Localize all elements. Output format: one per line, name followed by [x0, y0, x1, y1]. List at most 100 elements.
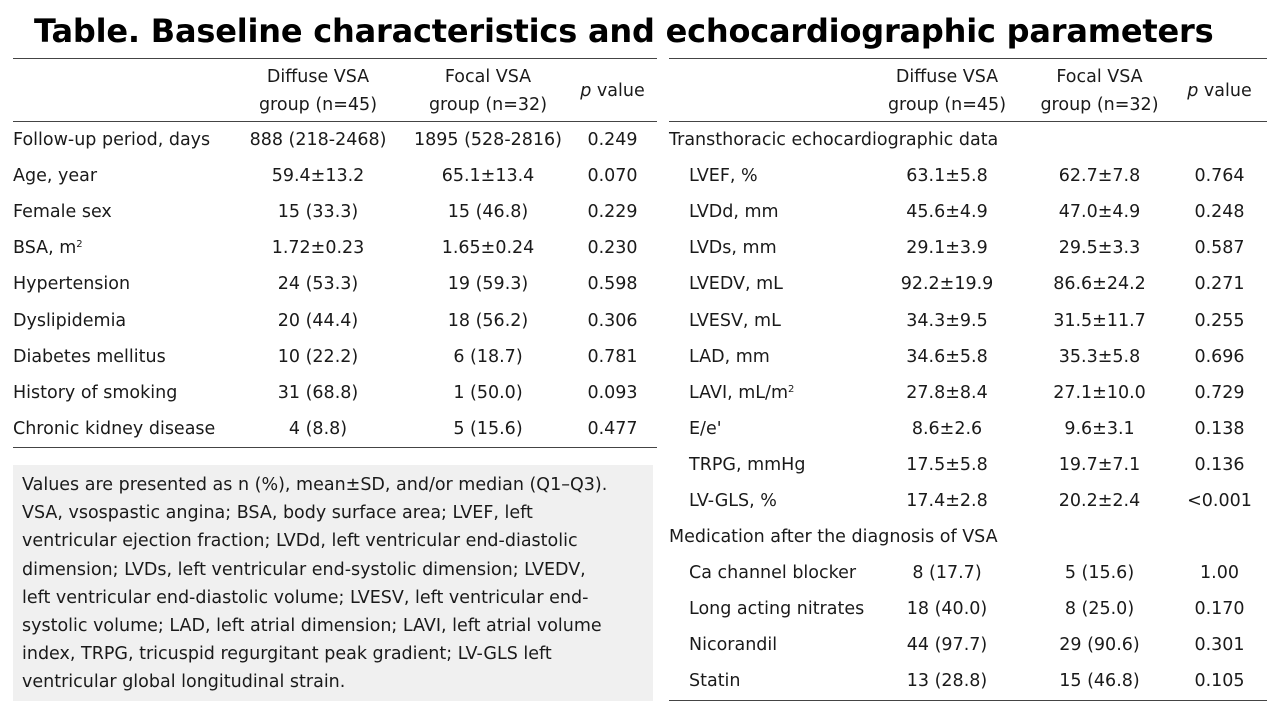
cell-p-value: 0.229 [587, 202, 638, 223]
row-label: Chronic kidney disease [13, 410, 228, 448]
row-label-text: Ca channel blocker [689, 563, 857, 584]
table-header-row: Diffuse VSA group (n=45) Focal VSA group… [13, 58, 657, 122]
cell-diffuse: 29.1±3.9 [906, 238, 988, 259]
row-label-text: LAD, mm [689, 346, 770, 367]
header-focal-line1: Focal VSA [444, 67, 532, 87]
cell-focal: 31.5±11.7 [1053, 310, 1146, 331]
row-label-text: Chronic kidney disease [13, 418, 216, 439]
header-focal-vsa: Focal VSA group (n=32) [1027, 58, 1172, 122]
row-label: LV-GLS, % [669, 483, 867, 519]
cell-p-value: 0.093 [587, 382, 638, 403]
row-label-text: LVEDV, mL [689, 274, 783, 295]
row-label: LVDd, mm [669, 194, 867, 230]
baseline-characteristics-table: Diffuse VSA group (n=45) Focal VSA group… [13, 58, 657, 448]
cell-diffuse: 63.1±5.8 [906, 166, 988, 187]
row-label: Diabetes mellitus [13, 339, 228, 375]
header-focal-line2: group (n=32) [1040, 95, 1159, 115]
cell-focal: 18 (56.2) [447, 310, 529, 331]
table-row: TRPG, mmHg 17.5±5.8 19.7±7.1 0.136 [669, 447, 1267, 483]
row-label: LVDs, mm [669, 230, 867, 266]
section-row: Medication after the diagnosis of VSA [669, 519, 1267, 555]
cell-p-value: 0.764 [1194, 166, 1245, 187]
cell-diffuse: 44 (97.7) [906, 635, 988, 656]
cell-p-value: 0.477 [568, 410, 657, 448]
cell-diffuse: 15 (33.3) [277, 202, 359, 223]
header-variable [669, 58, 867, 122]
cell-diffuse: 13 (28.8) [867, 663, 1027, 701]
row-label: History of smoking [13, 375, 228, 411]
cell-p-value: 0.781 [587, 346, 638, 367]
cell-focal: 20.2±2.4 [1058, 490, 1141, 511]
row-label-superscript: 2 [76, 239, 83, 251]
cell-focal: 86.6±24.2 [1053, 274, 1146, 295]
echocardiographic-parameters-table: Diffuse VSA group (n=45) Focal VSA group… [669, 58, 1267, 701]
header-p-italic: p [1187, 81, 1199, 101]
cell-diffuse: 92.2±19.9 [900, 274, 994, 295]
cell-focal: 19.7±7.1 [1058, 454, 1141, 475]
row-label: E/e' [669, 411, 867, 447]
row-label-text: Hypertension [13, 274, 131, 295]
cell-focal: 8 (25.0) [1064, 599, 1135, 620]
page-title: Table. Baseline characteristics and echo… [34, 12, 1214, 50]
footnote-line: index, TRPG, tricuspid regurgitant peak … [22, 644, 552, 665]
row-label: Dyslipidemia [13, 302, 228, 338]
cell-focal: 27.1±10.0 [1053, 382, 1146, 403]
cell-p-value: 0.070 [587, 166, 638, 187]
row-label-superscript: 2 [788, 383, 795, 395]
header-variable [13, 58, 228, 122]
row-label: LVEF, % [669, 158, 867, 194]
cell-p-value: 0.598 [587, 274, 638, 295]
row-label-text: LVDs, mm [689, 238, 777, 259]
footnote-line: dimension; LVDs, left ventricular end-sy… [22, 559, 586, 580]
cell-focal: 1895 (528-2816) [413, 130, 562, 151]
table-row: LAD, mm 34.6±5.8 35.3±5.8 0.696 [669, 339, 1267, 375]
cell-diffuse: 34.6±5.8 [906, 346, 988, 367]
table-header-row: Diffuse VSA group (n=45) Focal VSA group… [669, 58, 1267, 122]
cell-diffuse: 27.8±8.4 [906, 382, 988, 403]
cell-focal: 5 (15.6) [408, 410, 568, 448]
cell-diffuse: 1.72±0.23 [271, 238, 365, 259]
row-label: BSA, m2 [13, 230, 228, 266]
footnote-line: systolic volume; LAD, left atrial dimens… [22, 616, 602, 637]
footnote-line: left ventricular end-diastolic volume; L… [22, 587, 589, 608]
cell-p-value: 0.271 [1194, 274, 1245, 295]
row-label-text: Nicorandil [689, 635, 778, 656]
cell-focal: 62.7±7.8 [1058, 166, 1141, 187]
header-focal-line1: Focal VSA [1056, 67, 1143, 87]
header-p-italic: p [580, 81, 592, 101]
table-row: LVESV, mL 34.3±9.5 31.5±11.7 0.255 [669, 302, 1267, 338]
header-p-value: p value [1172, 58, 1267, 122]
header-p-value: p value [568, 58, 657, 122]
table-row: E/e' 8.6±2.6 9.6±3.1 0.138 [669, 411, 1267, 447]
row-label-text: Age, year [13, 166, 98, 187]
row-label: TRPG, mmHg [669, 447, 867, 483]
row-label: Statin [669, 663, 867, 701]
cell-diffuse: 888 (218-2468) [249, 130, 387, 151]
table-row: Ca channel blocker 8 (17.7) 5 (15.6) 1.00 [669, 555, 1267, 591]
cell-p-value: 0.248 [1194, 202, 1245, 223]
footnote-line: ventricular ejection fraction; LVDd, lef… [22, 531, 578, 552]
cell-diffuse: 8.6±2.6 [911, 418, 983, 439]
cell-focal: 29.5±3.3 [1058, 238, 1141, 259]
table-row: Diabetes mellitus 10 (22.2) 6 (18.7) 0.781 [13, 339, 657, 375]
row-label-text: LV-GLS, % [689, 490, 777, 511]
footnote-line: VSA, vsospastic angina; BSA, body surfac… [22, 503, 533, 524]
header-p-rest: value [591, 81, 645, 101]
row-label-text: Diabetes mellitus [13, 346, 166, 367]
section-heading: Medication after the diagnosis of VSA [669, 527, 998, 548]
cell-p-value: 0.255 [1194, 310, 1245, 331]
cell-diffuse: 34.3±9.5 [906, 310, 988, 331]
header-diffuse-line1: Diffuse VSA [266, 67, 370, 87]
row-label-text: E/e' [689, 418, 722, 439]
section-heading: Transthoracic echocardiographic data [669, 130, 999, 151]
row-label-text: LAVI, mL/m [689, 382, 789, 403]
row-label-text: Dyslipidemia [13, 310, 127, 331]
footnote-line: ventricular global longitudinal strain. [22, 672, 346, 693]
row-label-text: LVEF, % [689, 166, 758, 187]
table-row: Hypertension 24 (53.3) 19 (59.3) 0.598 [13, 266, 657, 302]
row-label: Long acting nitrates [669, 591, 867, 627]
row-label-text: History of smoking [13, 382, 178, 403]
cell-p-value: 0.306 [587, 310, 638, 331]
cell-diffuse: 31 (68.8) [277, 382, 359, 403]
table-row: LVDd, mm 45.6±4.9 47.0±4.9 0.248 [669, 194, 1267, 230]
